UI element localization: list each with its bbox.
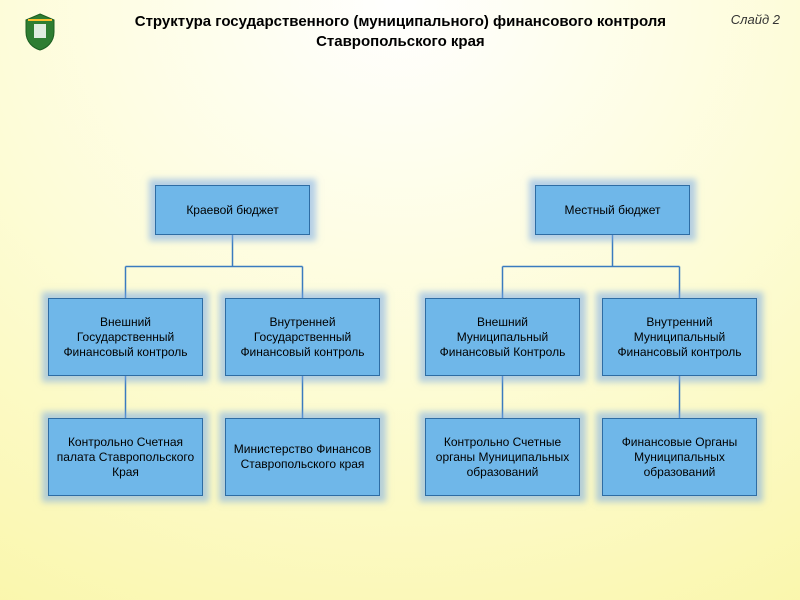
org-node-d1: Контрольно Счетные органы Муниципальных …	[425, 418, 580, 496]
org-node-c2: Министерство Финансов Ставропольского кр…	[225, 418, 380, 496]
org-node-c1: Контрольно Счетная палата Ставропольског…	[48, 418, 203, 496]
org-node-a2: Внутренней Государственный Финансовый ко…	[225, 298, 380, 376]
org-node-b1: Внешний Муниципальный Финансовый Контрол…	[425, 298, 580, 376]
org-node-b2: Внутренний Муниципальный Финансовый конт…	[602, 298, 757, 376]
org-node-root2: Местный бюджет	[535, 185, 690, 235]
org-node-a1: Внешний Государственный Финансовый контр…	[48, 298, 203, 376]
org-node-root1: Краевой бюджет	[155, 185, 310, 235]
org-chart: Краевой бюджет Местный бюджет Внешний Госу…	[0, 0, 800, 600]
org-node-d2: Финансовые Органы Муниципальных образова…	[602, 418, 757, 496]
